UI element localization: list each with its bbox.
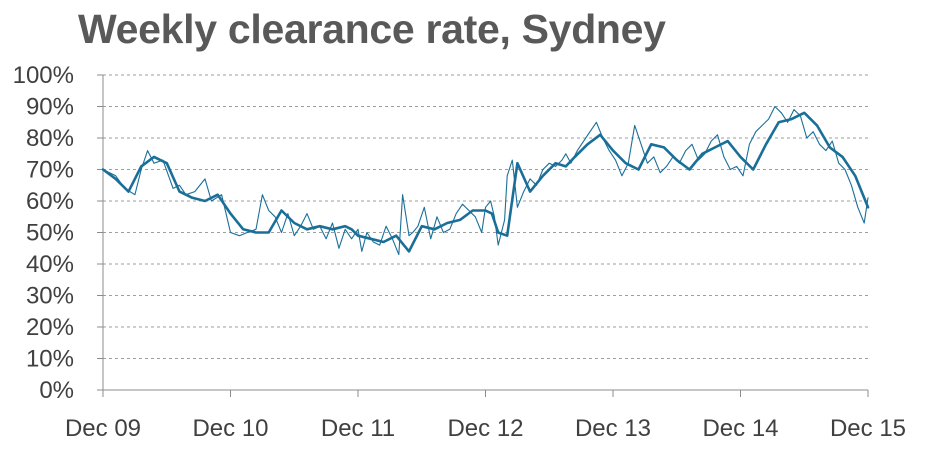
chart-title: Weekly clearance rate, Sydney: [78, 6, 666, 52]
axes: [97, 74, 869, 397]
y-tick-label: 60%: [26, 188, 74, 215]
x-tick-label: Dec 09: [65, 415, 141, 442]
y-tick-label: 40%: [26, 251, 74, 278]
y-tick-label: 50%: [26, 220, 74, 247]
y-tick-label: 70%: [26, 157, 74, 184]
gridlines: [103, 74, 868, 359]
y-tick-label: 0%: [39, 377, 74, 404]
y-tick-label: 20%: [26, 314, 74, 341]
x-tick-label: Dec 13: [575, 415, 651, 442]
series-line-weekly: [102, 105, 869, 256]
y-tick-label: 10%: [26, 346, 74, 373]
x-tick-label: Dec 15: [830, 415, 906, 442]
x-tick-label: Dec 14: [702, 415, 778, 442]
y-tick-label: 30%: [26, 283, 74, 310]
x-tick-labels: Dec 09 Dec 10 Dec 11 Dec 12 Dec 13 Dec 14 Dec …: [65, 415, 906, 442]
y-tick-label: 80%: [26, 125, 74, 152]
y-tick-labels: 0% 10% 20% 30% 40% 50% 60% 70% 80% 90% 100%: [13, 62, 74, 404]
x-tick-label: Dec 12: [447, 415, 523, 442]
y-tick-label: 90%: [26, 94, 74, 121]
series-line-smoothed: [101, 111, 870, 253]
x-tick-label: Dec 11: [321, 415, 395, 442]
series-lines: [101, 105, 870, 256]
y-tick-label: 100%: [13, 62, 74, 89]
x-tick-label: Dec 10: [192, 415, 268, 442]
